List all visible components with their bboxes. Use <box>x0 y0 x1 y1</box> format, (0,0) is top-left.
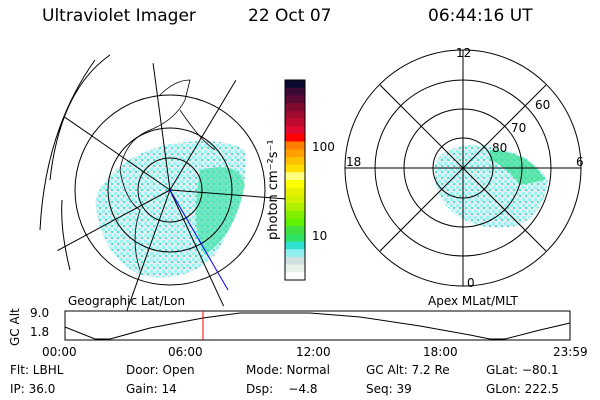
altitude-curve <box>64 312 571 340</box>
y-tick-1.8: 1.8 <box>30 325 50 339</box>
lat-label-60: 60 <box>535 98 551 112</box>
colorbar-band <box>285 210 305 219</box>
colorbar-band <box>285 218 305 227</box>
x-tick-0600: 06:00 <box>168 345 203 359</box>
mlt-label-6: 6 <box>576 155 584 169</box>
colorbar-band <box>285 103 305 112</box>
status-door: Door: Open <box>126 363 195 377</box>
colorbar-band <box>285 256 305 266</box>
colorbar-band <box>285 156 305 166</box>
mlt-label-0: 0 <box>467 276 475 290</box>
time-label: 06:44:16 UT <box>428 6 533 26</box>
status-gc-alt: GC Alt: 7.2 Re <box>366 363 450 377</box>
right-map-label: Apex MLat/MLT <box>428 294 518 308</box>
colorbar-band <box>285 180 305 189</box>
status-glat: GLat: −80.1 <box>486 363 559 377</box>
colorbar-band <box>285 80 305 89</box>
apex-polar-map <box>344 49 582 287</box>
altitude-timeline <box>64 310 571 341</box>
x-tick-2359: 23:59 <box>553 345 588 359</box>
timeline-ylabel: GC Alt <box>8 308 22 346</box>
colorbar-band <box>285 118 305 127</box>
colorbar-band <box>285 126 305 135</box>
colorbar-band <box>285 203 305 212</box>
status-dsp: Dsp: −4.8 <box>246 382 318 396</box>
colorbar-band <box>285 249 305 258</box>
x-tick-1200: 12:00 <box>296 345 331 359</box>
instrument-title: Ultraviolet Imager <box>42 6 196 26</box>
date-label: 22 Oct 07 <box>248 6 332 26</box>
colorbar-band <box>285 141 305 150</box>
colorbar-band <box>285 226 305 235</box>
x-tick-1800: 18:00 <box>423 345 458 359</box>
colorbar-unit: photon cm⁻²s⁻¹ <box>266 139 281 240</box>
mlt-label-12: 12 <box>456 46 472 60</box>
colorbar-band <box>285 95 305 104</box>
colorbar-band <box>285 87 305 96</box>
status-filter: Flt: LBHL <box>10 363 64 377</box>
lat-lon-grid <box>42 62 298 318</box>
status-seq: Seq: 39 <box>366 382 412 396</box>
left-map-label: Geographic Lat/Lon <box>68 294 186 308</box>
geographic-map <box>42 62 298 318</box>
colorbar-tick-10: 10 <box>312 229 328 243</box>
lat-label-80: 80 <box>492 141 508 155</box>
status-mode: Mode: Normal <box>246 363 330 377</box>
colorbar-tick-100: 100 <box>312 140 335 154</box>
x-tick-0000: 00:00 <box>42 345 77 359</box>
y-tick-9: 9.0 <box>30 306 50 320</box>
colorbar-band <box>285 133 305 143</box>
mlt-label-18: 18 <box>346 155 362 169</box>
colorbar-band <box>285 272 305 281</box>
colorbar-band <box>285 233 305 243</box>
colorbar-band <box>285 187 305 196</box>
colorbar-band <box>285 264 305 273</box>
colorbar-band <box>285 149 305 158</box>
status-glon: GLon: 222.5 <box>486 382 559 396</box>
colorbar-band <box>285 172 305 181</box>
colorbar-band <box>285 241 305 250</box>
colorbar-band <box>285 110 305 119</box>
lat-label-70: 70 <box>511 121 527 135</box>
colorbar-band <box>285 195 305 204</box>
status-gain: Gain: 14 <box>126 382 177 396</box>
colorbar <box>285 80 305 281</box>
status-ip: IP: 36.0 <box>10 382 56 396</box>
colorbar-band <box>285 164 305 173</box>
